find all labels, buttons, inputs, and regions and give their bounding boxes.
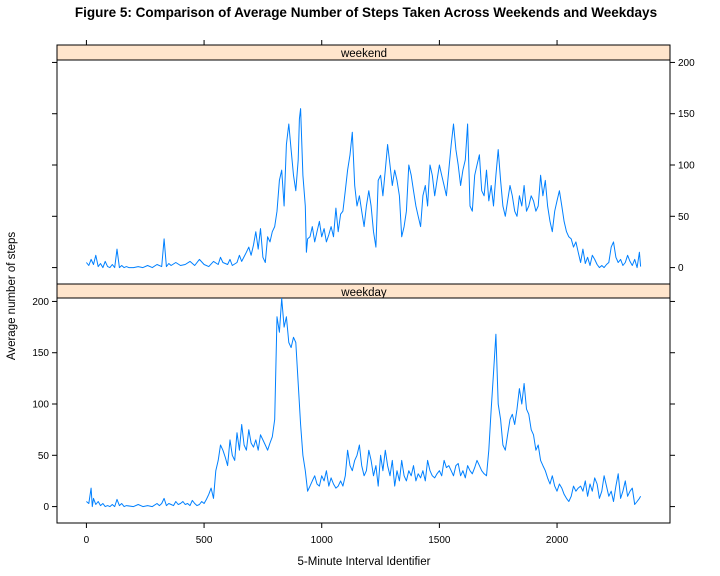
panel-weekday: weekday 0 50 100 150 200 0 500 1000 1500 2000 [32,283,675,546]
panel-weekend: weekend 0 50 100 150 200 [52,40,695,285]
y-tick-label: 100 [678,161,695,172]
x-tick-label: 1500 [428,535,451,546]
x-tick-label: 1000 [311,535,334,546]
y-tick-label: 100 [32,400,49,411]
y-tick-label: 200 [32,297,49,308]
y-tick-label: 0 [43,502,49,513]
weekday-y-axis: 0 50 100 150 200 [32,297,57,513]
y-tick-label: 200 [678,58,695,69]
weekend-steps-line [86,108,642,269]
x-tick-label: 500 [196,535,213,546]
weekend-left-ticks [52,61,57,269]
y-tick-label: 150 [32,348,49,359]
chart-title: Figure 5: Comparison of Average Number o… [75,5,657,20]
x-tick-label: 2000 [546,535,569,546]
y-tick-label: 150 [678,109,695,120]
y-axis-label: Average number of steps [6,232,18,361]
weekday-right-ticks [670,300,675,508]
x-axis: 0 500 1000 1500 2000 [84,523,569,546]
weekend-top-ticks [85,40,558,45]
y-tick-label: 50 [38,451,50,462]
x-tick-label: 0 [84,535,90,546]
strip-label-weekday: weekday [340,287,387,299]
y-tick-label: 50 [678,212,690,223]
y-tick-label: 0 [678,263,684,274]
strip-weekend-background [57,45,670,60]
panel-weekday-frame [56,283,671,524]
x-axis-label: 5-Minute Interval Identifier [298,556,431,568]
panel-weekend-frame [56,44,671,285]
strip-label-weekend: weekend [340,48,387,60]
weekday-steps-line [86,297,642,508]
weekend-right-axis: 0 50 100 150 200 [670,58,695,274]
strip-weekday-background [57,284,670,298]
